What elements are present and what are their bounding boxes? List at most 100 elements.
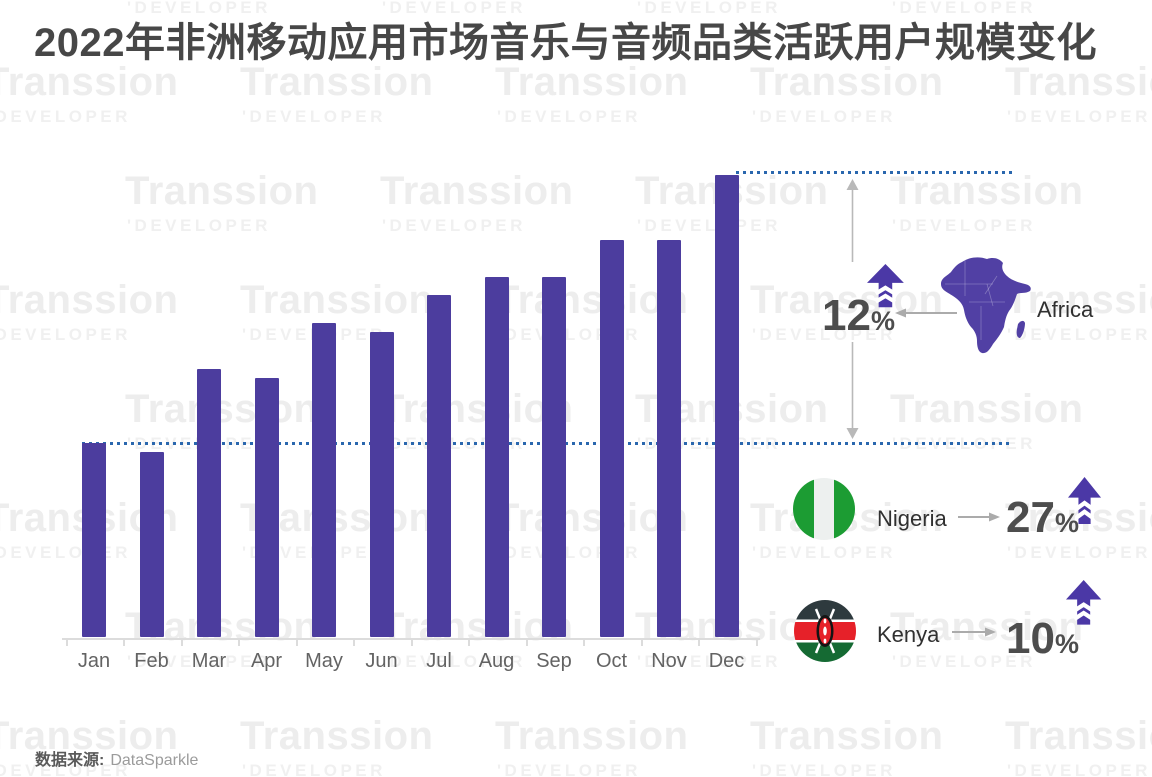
watermark-tile: Transsion 'DEVELOPER: [240, 62, 433, 125]
growth-span-arrow: [846, 179, 859, 439]
watermark-developer-text: 'DEVELOPER: [1007, 107, 1151, 126]
watermark-brand-text: Transsion: [750, 60, 944, 104]
watermark-developer-text: 'DEVELOPER: [752, 325, 896, 344]
x-tick-label-may: May: [305, 650, 343, 672]
watermark-developer-text: 'DEVELOPER: [0, 325, 131, 344]
page-title: 2022年非洲移动应用市场音乐与音频品类活跃用户规模变化: [34, 21, 1097, 65]
x-axis-tick: [180, 640, 183, 646]
watermark-developer-text: 'DEVELOPER: [637, 216, 781, 235]
nigeria-growth-value: 27%: [1006, 496, 1079, 540]
watermark-brand-text: Transsion: [750, 714, 944, 758]
watermark-tile: Transsion'DEVELOPER: [0, 716, 178, 777]
bar-apr: [254, 378, 279, 637]
watermark-brand-text: Transsion: [890, 387, 1084, 431]
kenya-growth-value: 10%: [1006, 617, 1079, 661]
x-tick-label-feb: Feb: [134, 650, 169, 672]
x-tick-label-nov: Nov: [651, 650, 687, 672]
x-tick-label-aug: Aug: [478, 650, 515, 672]
bar-aug: [484, 277, 509, 637]
watermark-developer-text: 'DEVELOPER: [127, 652, 271, 671]
kenya-pointer-arrow: [952, 627, 996, 637]
africa-map-icon: [941, 257, 1031, 354]
x-axis-tick: [525, 640, 528, 646]
x-axis-tick: [640, 640, 643, 646]
watermark-tile: Transsion'DEVELOPER: [380, 0, 573, 16]
watermark-brand-text: Transsion: [0, 60, 179, 104]
watermark-developer-text: 'DEVELOPER: [497, 107, 641, 126]
kenya-up-arrow: [1066, 580, 1102, 625]
kenya-label: Kenya: [877, 622, 940, 647]
watermark-developer-text: 'DEVELOPER: [1007, 543, 1151, 562]
x-axis-tick: [698, 640, 700, 646]
africa-label: Africa: [1037, 297, 1094, 322]
watermark-tile: Transsion'DEVELOPER: [0, 62, 178, 125]
bar-jan: [82, 443, 106, 637]
watermark-brand-text: Transsion: [495, 278, 689, 322]
africa-growth-percent-sign: %: [870, 306, 895, 336]
watermark-developer-text: 'DEVELOPER: [127, 0, 271, 17]
watermark-developer-text: 'DEVELOPER: [892, 0, 1036, 17]
x-axis-tick: [295, 640, 298, 646]
watermark-developer-text: 'DEVELOPER: [1007, 325, 1151, 344]
watermark-brand-text: Transsion: [495, 714, 689, 758]
bar-mar: [197, 369, 221, 637]
nigeria-growth-percent-sign: %: [1054, 508, 1079, 538]
watermark-tile: Transsion'DEVELOPER: [890, 0, 1083, 16]
x-axis-tick: [353, 640, 355, 646]
bar-sep: [542, 277, 566, 637]
watermark-developer-text: 'DEVELOPER: [892, 216, 1036, 235]
data-source: 数据来源: DataSparkle: [35, 746, 198, 770]
x-tick-label-oct: Oct: [595, 650, 628, 672]
watermark-developer-text: 'DEVELOPER: [1007, 761, 1151, 777]
bar-jun: [369, 332, 394, 637]
bar-feb: [139, 452, 164, 637]
watermark-brand-text: Transsion: [380, 169, 574, 213]
watermark-developer-text: 'DEVELOPER: [497, 761, 641, 777]
bar-jul: [427, 295, 451, 637]
x-tick-label-mar: Mar: [191, 650, 227, 672]
watermark-tile: Transsion'DEVELOPER: [1005, 716, 1152, 777]
watermark-developer-text: 'DEVELOPER: [0, 761, 131, 777]
data-source-prefix: 数据来源:: [35, 752, 105, 769]
watermark-tile: Transsion'DEVELOPER: [635, 0, 828, 16]
watermark-tile: Transsion 'DEVELOPER: [495, 716, 688, 777]
watermark-brand-text: Transsion: [890, 605, 1084, 649]
watermark-tile: Transsion'DEVELOPER: [0, 280, 178, 343]
x-axis-line: [62, 638, 760, 640]
watermark-developer-text: 'DEVELOPER: [382, 0, 526, 17]
watermark-brand-text: Transsion: [125, 387, 319, 431]
x-axis-tick: [65, 640, 68, 646]
watermark-developer-text: 'DEVELOPER: [752, 761, 896, 777]
watermark-brand-text: Transsion: [240, 60, 434, 104]
watermark-developer-text: 'DEVELOPER: [242, 107, 386, 126]
africa-up-arrow: [867, 264, 904, 308]
x-axis-tick: [410, 640, 413, 646]
x-tick-label-sep: Sep: [536, 650, 572, 672]
nigeria-pointer-arrow: [958, 512, 1000, 522]
watermark-developer-text: 'DEVELOPER: [637, 0, 781, 17]
nigeria-label: Nigeria: [877, 506, 947, 531]
watermark-developer-text: 'DEVELOPER: [892, 652, 1036, 671]
watermark-tile: Transsion 'DEVELOPER: [890, 607, 1083, 670]
watermark-brand-text: Transsion: [890, 169, 1084, 213]
watermark-tile: Transsion'DEVELOPER: [1005, 280, 1152, 343]
watermark-tile: Transsion'DEVELOPER: [890, 389, 1083, 452]
x-axis-tick: [238, 640, 240, 646]
watermark-developer-text: 'DEVELOPER: [752, 107, 896, 126]
reference-line-dec-level: [736, 171, 1012, 174]
watermark-developer-text: 'DEVELOPER: [382, 652, 526, 671]
bar-dec: [714, 175, 739, 637]
watermark-tile: Transsion'DEVELOPER: [495, 62, 688, 125]
watermark-brand-text: Transsion: [240, 714, 434, 758]
africa-growth-value: 12%: [822, 294, 895, 338]
watermark-tile: Transsion'DEVELOPER: [125, 0, 318, 16]
watermark-developer-text: 'DEVELOPER: [637, 652, 781, 671]
x-tick-label-jun: Jun: [365, 650, 398, 672]
x-tick-label-apr: Apr: [250, 650, 283, 672]
bar-may: [312, 323, 336, 637]
watermark-developer-text: 'DEVELOPER: [752, 543, 896, 562]
bar-oct: [599, 240, 624, 637]
